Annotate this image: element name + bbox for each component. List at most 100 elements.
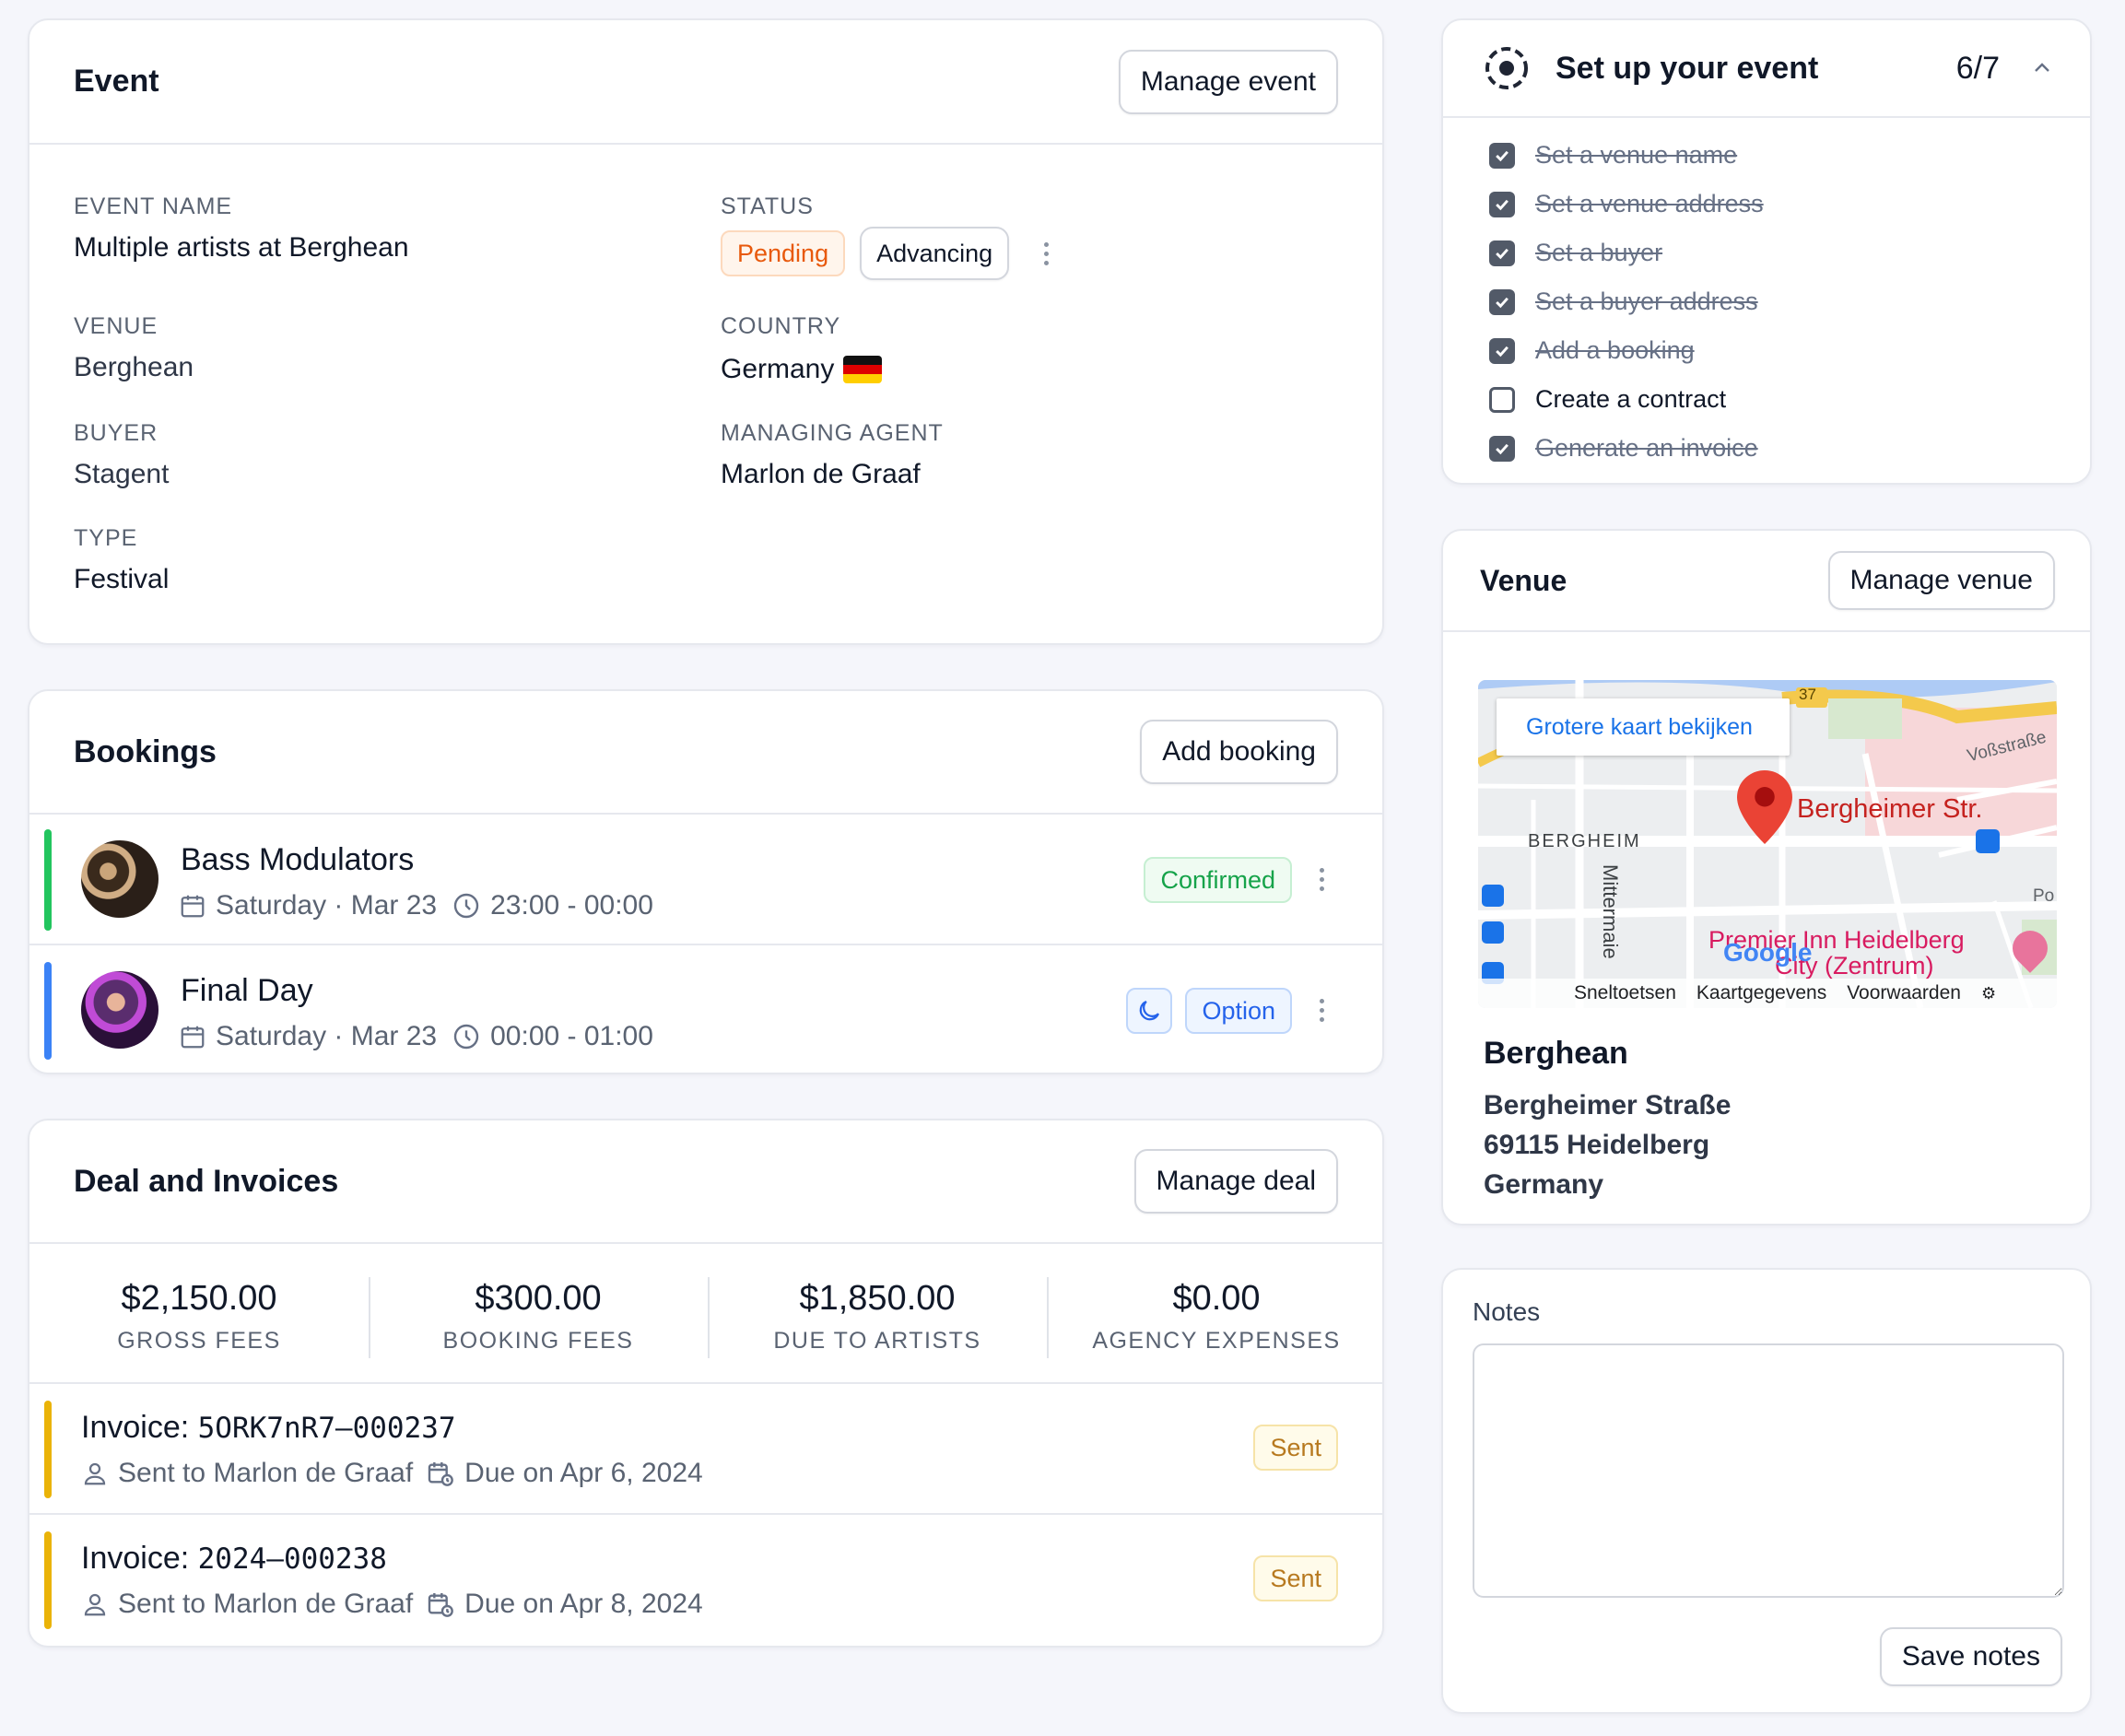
venue-label: VENUE	[74, 313, 158, 339]
invoice-number: 5ORK7nR7–000237	[197, 1412, 456, 1445]
setup-card-header[interactable]: Set up your event 6/7	[1443, 20, 2090, 118]
map-hotel-name: Premier Inn Heidelberg	[1708, 926, 1965, 954]
checkbox-checked-icon[interactable]	[1489, 191, 1515, 217]
task-item[interactable]: Set a venue name	[1489, 131, 1764, 180]
invoice-status-bar	[44, 1401, 52, 1498]
user-icon	[84, 1462, 106, 1485]
task-item[interactable]: Generate an invoice	[1489, 424, 1764, 473]
gross-fees-label: GROSS FEES	[117, 1328, 281, 1354]
checkbox-checked-icon[interactable]	[1489, 435, 1515, 462]
venue-map[interactable]: 37 Grotere kaart bekijken Voßstraße Berg…	[1478, 680, 2057, 1008]
booking-meta: Saturday · Mar 23 00:00 - 01:00	[179, 1021, 653, 1052]
map-pin-icon	[1737, 770, 1792, 844]
manage-venue-button[interactable]: Manage venue	[1827, 551, 2055, 610]
agency-expenses-amount: $0.00	[1172, 1279, 1261, 1318]
map-terms-link[interactable]: Voorwaarden	[1847, 982, 1961, 1003]
agency-expenses-stat: $0.00 AGENCY EXPENSES	[1047, 1279, 1382, 1355]
map-data-link[interactable]: Kaartgegevens	[1696, 982, 1827, 1003]
invoice-row[interactable]: Invoice: 5ORK7nR7–000237 Sent to Marlon …	[29, 1384, 1382, 1515]
task-item[interactable]: Add a booking	[1489, 326, 1764, 375]
save-notes-button[interactable]: Save notes	[1879, 1627, 2062, 1686]
google-logo: Google	[1723, 938, 1813, 967]
calendar-icon	[181, 895, 205, 918]
checkbox-unchecked-icon[interactable]	[1489, 386, 1515, 413]
status-label: STATUS	[721, 194, 814, 219]
booking-more-icon[interactable]	[1312, 999, 1331, 1022]
deal-card-header: Deal and Invoices Manage deal	[29, 1120, 1382, 1244]
invoice-prefix: Invoice:	[81, 1410, 198, 1445]
booking-date: Saturday · Mar 23	[216, 890, 438, 921]
invoice-title[interactable]: Invoice: 5ORK7nR7–000237	[81, 1410, 456, 1446]
booking-artist-name[interactable]: Bass Modulators	[181, 842, 415, 877]
status-more-icon[interactable]	[1037, 241, 1055, 265]
manage-deal-button[interactable]: Manage deal	[1133, 1149, 1338, 1214]
setup-progress: 6/7	[1955, 50, 2000, 86]
due-to-artists-amount: $1,850.00	[799, 1279, 956, 1318]
invoice-meta: Sent to Marlon de Graaf Due on Apr 6, 20…	[81, 1458, 703, 1489]
advancing-status-button[interactable]: Advancing	[860, 227, 1010, 280]
event-card-title: Event	[74, 64, 159, 99]
venue-value: Berghean	[74, 352, 194, 382]
task-item[interactable]: Set a buyer	[1489, 229, 1764, 277]
germany-flag-icon	[843, 356, 883, 383]
due-to-artists-label: DUE TO ARTISTS	[773, 1328, 981, 1354]
user-icon	[84, 1593, 106, 1616]
checkbox-checked-icon[interactable]	[1489, 240, 1515, 266]
map-street-mitter: Mittermaie	[1599, 864, 1622, 959]
bus-stop-icon	[1482, 885, 1504, 907]
invoice-due: Due on Apr 8, 2024	[464, 1589, 703, 1619]
bookings-card-header: Bookings Add booking	[29, 691, 1382, 815]
task-label: Set a venue name	[1535, 141, 1738, 169]
task-label: Set a buyer	[1535, 239, 1663, 266]
buyer-value: Stagent	[74, 459, 170, 489]
booking-artist-name[interactable]: Final Day	[181, 973, 313, 1008]
task-label: Set a venue address	[1535, 190, 1764, 217]
booking-more-icon[interactable]	[1312, 868, 1331, 891]
stat-divider	[369, 1277, 370, 1358]
booking-fees-stat: $300.00 BOOKING FEES	[369, 1279, 708, 1355]
invoice-sent-to: Sent to Marlon de Graaf	[118, 1458, 414, 1488]
invoice-sent-to: Sent to Marlon de Graaf	[118, 1589, 414, 1619]
map-shortcuts-link[interactable]: Sneltoetsen	[1574, 982, 1676, 1003]
invoice-title[interactable]: Invoice: 2024–000238	[81, 1541, 387, 1577]
confirmed-badge: Confirmed	[1144, 857, 1292, 903]
sent-badge: Sent	[1253, 1425, 1338, 1471]
managing-agent-value: Marlon de Graaf	[721, 459, 921, 489]
booking-row[interactable]: Final Day Saturday · Mar 23 00:00 - 01:0…	[29, 947, 1382, 1073]
task-item[interactable]: Set a venue address	[1489, 180, 1764, 229]
clock-icon	[453, 1024, 479, 1050]
venue-country: Germany	[1484, 1169, 1604, 1200]
larger-map-link[interactable]: Grotere kaart bekijken	[1497, 698, 1790, 756]
agency-expenses-label: AGENCY EXPENSES	[1092, 1328, 1341, 1354]
map-report-icon[interactable]: ⚙	[1980, 983, 1997, 1003]
booking-row[interactable]: Bass Modulators Saturday · Mar 23 23:00 …	[29, 815, 1382, 945]
calendar-icon	[181, 1026, 205, 1049]
bus-stop-icon	[1976, 829, 2000, 853]
map-hotel-label: Premier Inn Heidelberg City (Zentrum)	[1708, 927, 1965, 979]
booking-date: Saturday · Mar 23	[216, 1021, 438, 1051]
chevron-up-icon[interactable]	[2031, 57, 2053, 79]
venue-street: Bergheimer Straße	[1484, 1090, 1732, 1120]
sent-badge: Sent	[1253, 1555, 1338, 1601]
gross-fees-stat: $2,150.00 GROSS FEES	[29, 1279, 369, 1355]
gross-fees-amount: $2,150.00	[121, 1279, 277, 1318]
task-item[interactable]: Create a contract	[1489, 375, 1764, 424]
status-pending-badge: Pending	[721, 230, 846, 276]
deal-card: Deal and Invoices Manage deal $2,150.00 …	[28, 1119, 1384, 1648]
setup-title-group: Set up your event	[1484, 45, 1818, 91]
checkbox-checked-icon[interactable]	[1489, 288, 1515, 315]
notes-textarea[interactable]	[1473, 1343, 2064, 1598]
map-po-label: Po	[2033, 886, 2055, 906]
add-booking-button[interactable]: Add booking	[1140, 720, 1338, 784]
venue-card-title: Venue	[1480, 563, 1567, 597]
checkbox-checked-icon[interactable]	[1489, 337, 1515, 364]
checkbox-checked-icon[interactable]	[1489, 142, 1515, 169]
task-item[interactable]: Set a buyer address	[1489, 277, 1764, 326]
event-card-header: Event Manage event	[29, 20, 1382, 145]
map-footer: Sneltoetsen Kaartgegevens Voorwaarden ⚙	[1478, 979, 2057, 1008]
invoice-row[interactable]: Invoice: 2024–000238 Sent to Marlon de G…	[29, 1517, 1382, 1646]
event-name-value: Multiple artists at Berghean	[74, 232, 409, 263]
buyer-label: BUYER	[74, 420, 158, 446]
manage-event-button[interactable]: Manage event	[1118, 49, 1338, 114]
booking-fees-label: BOOKING FEES	[442, 1328, 634, 1354]
